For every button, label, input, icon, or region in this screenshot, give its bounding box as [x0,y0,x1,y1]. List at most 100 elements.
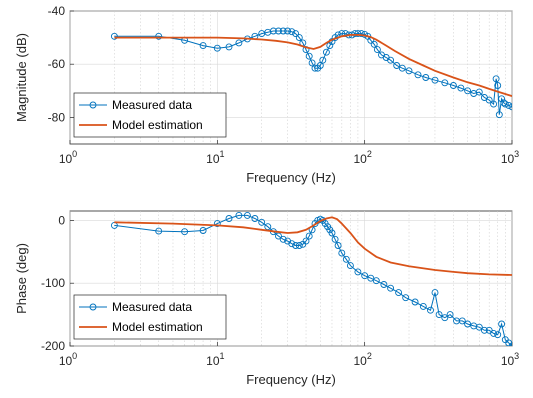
measured-data-point [492,75,500,83]
measured-data-point [501,100,509,108]
y-tick-label: -40 [48,4,66,18]
measured-data-point [446,311,454,319]
measured-data-point [495,111,503,119]
measured-data-point [357,30,365,38]
measured-data-point [155,227,163,235]
measured-data-point [235,39,243,47]
x-tick-label: 100 [59,149,77,166]
y-tick-label: -200 [41,339,65,353]
model-estimation-line [114,216,512,276]
measured-data-point [308,59,316,67]
measured-data-point [279,27,287,35]
measured-data-point [370,40,378,48]
measured-data-point [422,74,430,81]
measured-data-point [490,100,498,108]
grid [69,10,513,144]
measured-data-point [213,44,221,52]
x-tick-label: 103 [501,149,519,166]
x-tick-label: 103 [501,351,519,368]
measured-data-point [199,42,207,50]
measured-data-point [292,242,300,249]
model-estimation-line [114,34,512,97]
series-group [110,211,512,346]
measured-data-point [508,103,512,111]
measured-data-point [435,311,443,319]
x-axis-label: Frequency (Hz) [246,372,336,387]
measured-data-point [354,268,362,276]
measured-data-point [305,232,313,240]
measured-data-point [225,43,233,51]
measured-data-point [331,235,339,243]
measured-data-point [449,82,457,89]
y-tick-label: -80 [48,110,66,124]
measured-data-point [458,317,466,325]
measured-data-point [457,84,465,92]
measured-data-point [319,56,327,64]
measured-data-point [338,249,346,257]
measured-data-line [114,214,512,346]
x-tick-label: 101 [206,149,224,166]
measured-data-point [279,235,287,243]
measured-data-point [398,64,406,72]
measured-data-point [373,46,381,54]
legend-marker [89,303,97,311]
measured-data-point [475,323,483,331]
measured-data-point [110,32,118,40]
measured-data-point [475,88,483,96]
legend-entry: Measured data [112,300,192,314]
measured-data-point [380,281,388,288]
measured-data-point [155,32,163,40]
measured-data-point [490,329,498,337]
measured-data-point [295,242,303,249]
measured-data-point [269,27,277,35]
measured-data-point [464,320,472,328]
measured-data-point [275,232,282,240]
series-group [110,27,512,119]
measured-data-point [431,289,439,297]
y-tick-label: -100 [41,276,65,290]
measured-data-point [251,215,259,222]
measured-data-point [326,42,334,50]
measured-data-point [328,229,336,237]
measured-data-point [361,272,369,280]
measured-data-point [419,302,427,310]
y-tick-label: -60 [48,57,66,71]
measured-data-point [464,87,472,95]
legend-entry: Measured data [112,98,192,112]
measured-data-point [411,298,419,306]
measured-data-point [346,262,354,270]
measured-data-point [322,48,330,56]
measured-data-point [342,255,350,263]
measured-data-point [441,79,449,87]
x-axis-label: Frequency (Hz) [246,170,336,185]
measured-data-point [395,289,403,297]
measured-data-point [213,220,221,228]
measured-data-point [427,306,434,314]
measured-data-point [441,314,449,322]
legend-entry: Model estimation [112,118,203,132]
legend: Measured data Model estimation [73,92,227,138]
measured-data-point [498,320,506,328]
measured-data-point [372,277,380,285]
measured-data-point [367,274,375,282]
measured-data-point [288,28,296,36]
y-tick-label: 0 [58,213,65,227]
x-tick-label: 100 [59,351,77,368]
measured-data-point [235,211,243,219]
phase-plot: 100 101 102 103 0 -100 -200 Frequency (Hz) Phase… [14,210,519,387]
legend-entry: Model estimation [112,320,203,334]
measured-data-point [199,227,207,234]
measured-data-point [480,326,488,334]
measured-data-point [494,331,502,339]
x-tick-label: 102 [353,351,371,368]
measured-data-point [275,27,282,35]
measured-data-point [258,218,266,226]
measured-data-point [414,71,422,79]
legend-box [73,92,227,138]
magnitude-plot: 100 101 102 103 -40 -60 -80 Frequency (Hz) Magni… [14,4,519,185]
measured-data-point [225,215,233,222]
measured-data-point [334,242,342,249]
measured-data-point [387,56,395,64]
measured-data-point [243,211,251,219]
